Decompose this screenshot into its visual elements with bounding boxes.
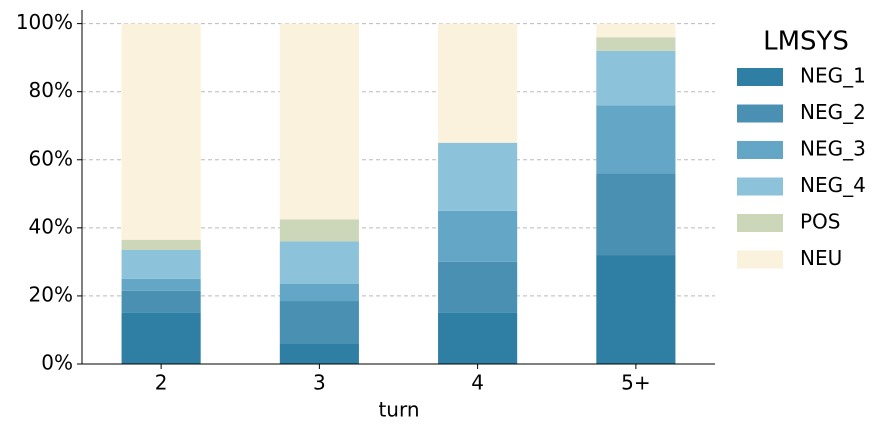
legend-label: NEG_4 xyxy=(800,173,866,197)
bar-segment xyxy=(438,261,518,313)
bar-segment xyxy=(121,249,201,279)
bar-segment xyxy=(279,301,359,344)
bar-segment xyxy=(596,37,676,51)
legend-label: NEG_3 xyxy=(800,137,866,161)
bar-segment xyxy=(121,239,201,250)
bar-segment xyxy=(596,255,676,364)
legend-swatch xyxy=(737,104,783,123)
bar-segment xyxy=(438,210,518,262)
y-tick-label: 20% xyxy=(29,282,73,306)
bar-segment xyxy=(279,284,359,302)
x-tick-label: 3 xyxy=(313,371,326,395)
y-tick-label: 40% xyxy=(29,214,73,238)
legend-swatch xyxy=(737,68,783,86)
x-axis-label: turn xyxy=(378,398,419,422)
bar-segment xyxy=(438,23,518,143)
bar-segment xyxy=(279,23,359,220)
y-tick-label: 0% xyxy=(41,351,73,375)
bar-segment xyxy=(279,343,359,364)
y-tick-label: 60% xyxy=(29,146,73,170)
bar-segment xyxy=(121,290,201,313)
y-tick-label: 80% xyxy=(29,78,73,102)
bar-segment xyxy=(596,173,676,256)
bar-segment xyxy=(438,142,518,211)
legend-label: POS xyxy=(800,210,841,234)
x-tick-label: 4 xyxy=(471,371,484,395)
legend-swatch xyxy=(737,214,783,232)
bar-segment xyxy=(279,241,359,285)
bar-segment xyxy=(596,23,676,38)
x-tick-label: 5+ xyxy=(621,371,650,395)
bar-segment xyxy=(121,278,201,291)
legend-label: NEG_2 xyxy=(800,100,866,124)
legend-label: NEG_1 xyxy=(800,64,866,88)
legend-swatch xyxy=(737,141,783,159)
bar-segment xyxy=(596,50,676,106)
bar-segment xyxy=(121,312,201,364)
legend-swatch xyxy=(737,177,783,196)
bar-segment xyxy=(596,105,676,174)
bar-segment xyxy=(438,312,518,364)
x-tick-label: 2 xyxy=(155,371,168,395)
bar-segment xyxy=(121,23,201,240)
legend-title: LMSYS xyxy=(763,27,849,57)
y-tick-label: 100% xyxy=(16,10,73,34)
legend-swatch xyxy=(737,250,783,269)
legend-label: NEU xyxy=(800,246,842,270)
bar-segment xyxy=(279,219,359,242)
